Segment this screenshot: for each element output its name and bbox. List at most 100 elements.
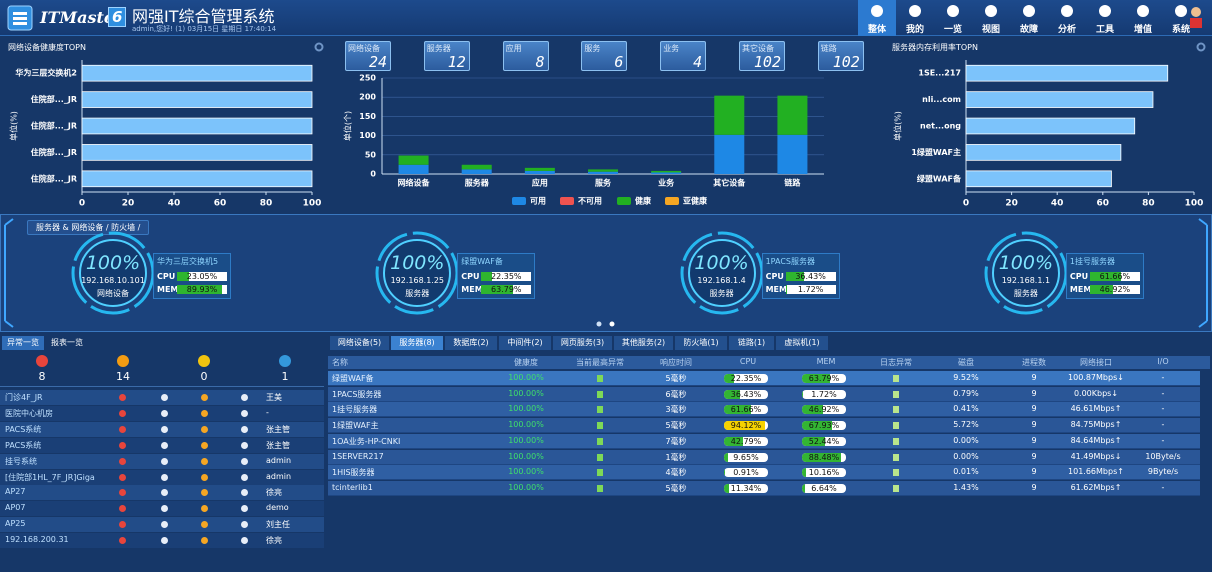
- logo-bar: [13, 17, 27, 20]
- usage-value: 0.91%: [733, 468, 759, 478]
- tab[interactable]: 异常一览: [2, 336, 44, 350]
- bar-segment: [524, 167, 555, 171]
- bar: [965, 64, 1169, 82]
- metric-value: 22.35%: [491, 272, 522, 281]
- summary-tile[interactable]: 网络设备 24: [345, 41, 391, 71]
- table-row[interactable]: 1绿盟WAF主 100.00% 5毫秒 94.12% 67.93% 5.72% 9 84.75…: [328, 418, 1200, 434]
- nav-icon-shape: [1061, 5, 1073, 17]
- breadcrumb[interactable]: 服务器 & 网络设备 / 防火墙 /: [27, 220, 150, 235]
- nav-item[interactable]: 故障: [1010, 0, 1048, 36]
- nav-item[interactable]: 视图: [972, 0, 1010, 36]
- column-header: 日志异常: [880, 358, 912, 367]
- table-row[interactable]: 1OA业务-HP-CNKI 100.00% 7毫秒 42.79% 52.44% 0.00%…: [328, 433, 1200, 449]
- y-tick-label: 150: [359, 112, 376, 121]
- nav-item[interactable]: 分析: [1048, 0, 1086, 36]
- bar: [965, 144, 1122, 161]
- row-icon-shape: [161, 425, 168, 433]
- nav-item[interactable]: 工具: [1086, 0, 1124, 36]
- alarm-row[interactable]: 挂号系统 admin: [0, 453, 324, 469]
- alarm-row[interactable]: AP27 徐亮: [0, 485, 324, 501]
- row-icon: [201, 441, 208, 449]
- cell-name: 1绿盟WAF主: [332, 421, 379, 431]
- alarm-row[interactable]: AP07 demo: [0, 501, 324, 517]
- table-row[interactable]: 1PACS服务器 100.00% 6毫秒 36.43% 1.72% 0.79% 9 0.00K…: [328, 386, 1200, 402]
- metric-bar: [177, 285, 222, 294]
- tab[interactable]: 防火墙(1): [675, 336, 727, 350]
- alarm-row[interactable]: AP25 刘主任: [0, 517, 324, 533]
- x-tick-label: 0: [963, 199, 969, 209]
- x-tick-label: 服务: [595, 178, 612, 188]
- summary-tile[interactable]: 其它设备 102: [739, 41, 785, 71]
- tab[interactable]: 其他服务(2): [614, 336, 673, 350]
- status-icon-shape: [893, 484, 899, 492]
- tab[interactable]: 链路(1): [729, 336, 774, 350]
- category-label: 1绿盟WAF主: [911, 147, 961, 157]
- alarm-user: 张主管: [266, 424, 290, 434]
- device-kind: 服务器: [405, 289, 430, 298]
- usage-bar: [802, 405, 823, 415]
- metric-label: MEM: [1069, 285, 1092, 294]
- nav-item[interactable]: 系统: [1162, 0, 1200, 36]
- usage-value: 36.43%: [730, 389, 762, 399]
- tab[interactable]: 报表一览: [51, 338, 83, 347]
- table-row[interactable]: tcinterlib1 100.00% 5毫秒 11.34% 6.64% 1.43% 9 61…: [328, 480, 1200, 496]
- alarm-row[interactable]: [住院部1HL_7F_JR]Giga admin: [0, 469, 324, 485]
- nav-icon: [1099, 5, 1111, 17]
- usage-bar: [802, 436, 826, 446]
- nav-item[interactable]: 一览: [934, 0, 972, 36]
- row-icon-shape: [241, 505, 248, 513]
- y-tick-label: 200: [359, 93, 376, 102]
- row-icon-shape: [241, 409, 248, 417]
- tab[interactable]: 服务器(8): [391, 336, 443, 350]
- row-icon: [119, 473, 126, 481]
- usage-track: 46.92%: [802, 405, 846, 415]
- tab[interactable]: 数据库(2): [445, 336, 497, 350]
- row-icon-shape: [119, 521, 126, 529]
- summary-tile[interactable]: 服务 6: [581, 41, 628, 71]
- summary-tile[interactable]: 业务 4: [660, 41, 707, 71]
- nav-icon: [947, 5, 959, 17]
- tab[interactable]: 网页服务(3): [553, 336, 612, 350]
- bar: [965, 91, 1154, 108]
- nav-item[interactable]: 我的: [896, 0, 934, 36]
- summary-tile[interactable]: 链路 102: [817, 41, 864, 71]
- alarm-name: AP07: [5, 503, 26, 513]
- metric-value: 89.93%: [186, 285, 218, 294]
- status-icon-shape: [893, 390, 899, 398]
- tab[interactable]: 中间件(2): [499, 336, 551, 350]
- device-ip: 192.168.1.4: [697, 276, 746, 285]
- status-icon-shape: [597, 437, 603, 445]
- cell-processes: 9: [1031, 451, 1037, 461]
- alarm-row[interactable]: 192.168.200.31 徐亮: [0, 533, 324, 549]
- category-label: net...ong: [920, 122, 961, 131]
- tab[interactable]: 网络设备(5): [330, 336, 389, 350]
- hbar-chart: 0 20 40 60 80 100 1SE...217 nli...com net...ong 1…: [893, 60, 1203, 209]
- status-icon-shape: [893, 469, 899, 477]
- cell-health: 100.00%: [508, 373, 544, 382]
- row-icon-shape: [241, 457, 248, 465]
- metric-value: 63.79%: [491, 285, 522, 294]
- alarm-row[interactable]: PACS系统 张主管: [0, 421, 324, 437]
- alarm-row[interactable]: PACS系统 张主管: [0, 437, 324, 453]
- health-gauge: [680, 231, 764, 315]
- alarm-row[interactable]: 医院中心机房 -: [0, 405, 324, 421]
- table-row[interactable]: 1HIS服务器 100.00% 4毫秒 0.91% 10.16% 0.01% 9 101.66…: [328, 465, 1200, 481]
- table-row[interactable]: 1SERVER217 100.00% 1毫秒 9.65% 88.48% 0.00% 9 41.…: [328, 449, 1200, 465]
- row-icon-shape: [161, 489, 168, 497]
- usage-track: 22.35%: [724, 374, 768, 383]
- device-kind: 网络设备: [97, 289, 129, 298]
- nav-item[interactable]: 增值: [1124, 0, 1162, 36]
- cell-interface: 46.61Mbps↑: [1070, 404, 1122, 414]
- legend-label: 可用: [530, 197, 546, 206]
- x-tick-label: 60: [1097, 199, 1110, 209]
- tab[interactable]: 虚拟机(1): [776, 336, 828, 350]
- table-row[interactable]: 1挂号服务器 100.00% 3毫秒 61.66% 46.92% 0.41% 9 46.61M…: [328, 402, 1200, 418]
- alarm-row[interactable]: 门诊4F_JR 王美: [0, 390, 324, 405]
- column-header: 健康度: [514, 358, 538, 367]
- table-row[interactable]: 绿盟WAF备 100.00% 5毫秒 22.35% 63.79% 9.52% 9 100.87…: [328, 371, 1200, 386]
- metric-track: 1.72%: [785, 285, 836, 294]
- summary-tile[interactable]: 服务器 12: [423, 41, 470, 71]
- nav-item[interactable]: 整体: [858, 0, 896, 36]
- cell-io: -: [1161, 388, 1165, 398]
- summary-tile[interactable]: 应用 8: [502, 41, 549, 71]
